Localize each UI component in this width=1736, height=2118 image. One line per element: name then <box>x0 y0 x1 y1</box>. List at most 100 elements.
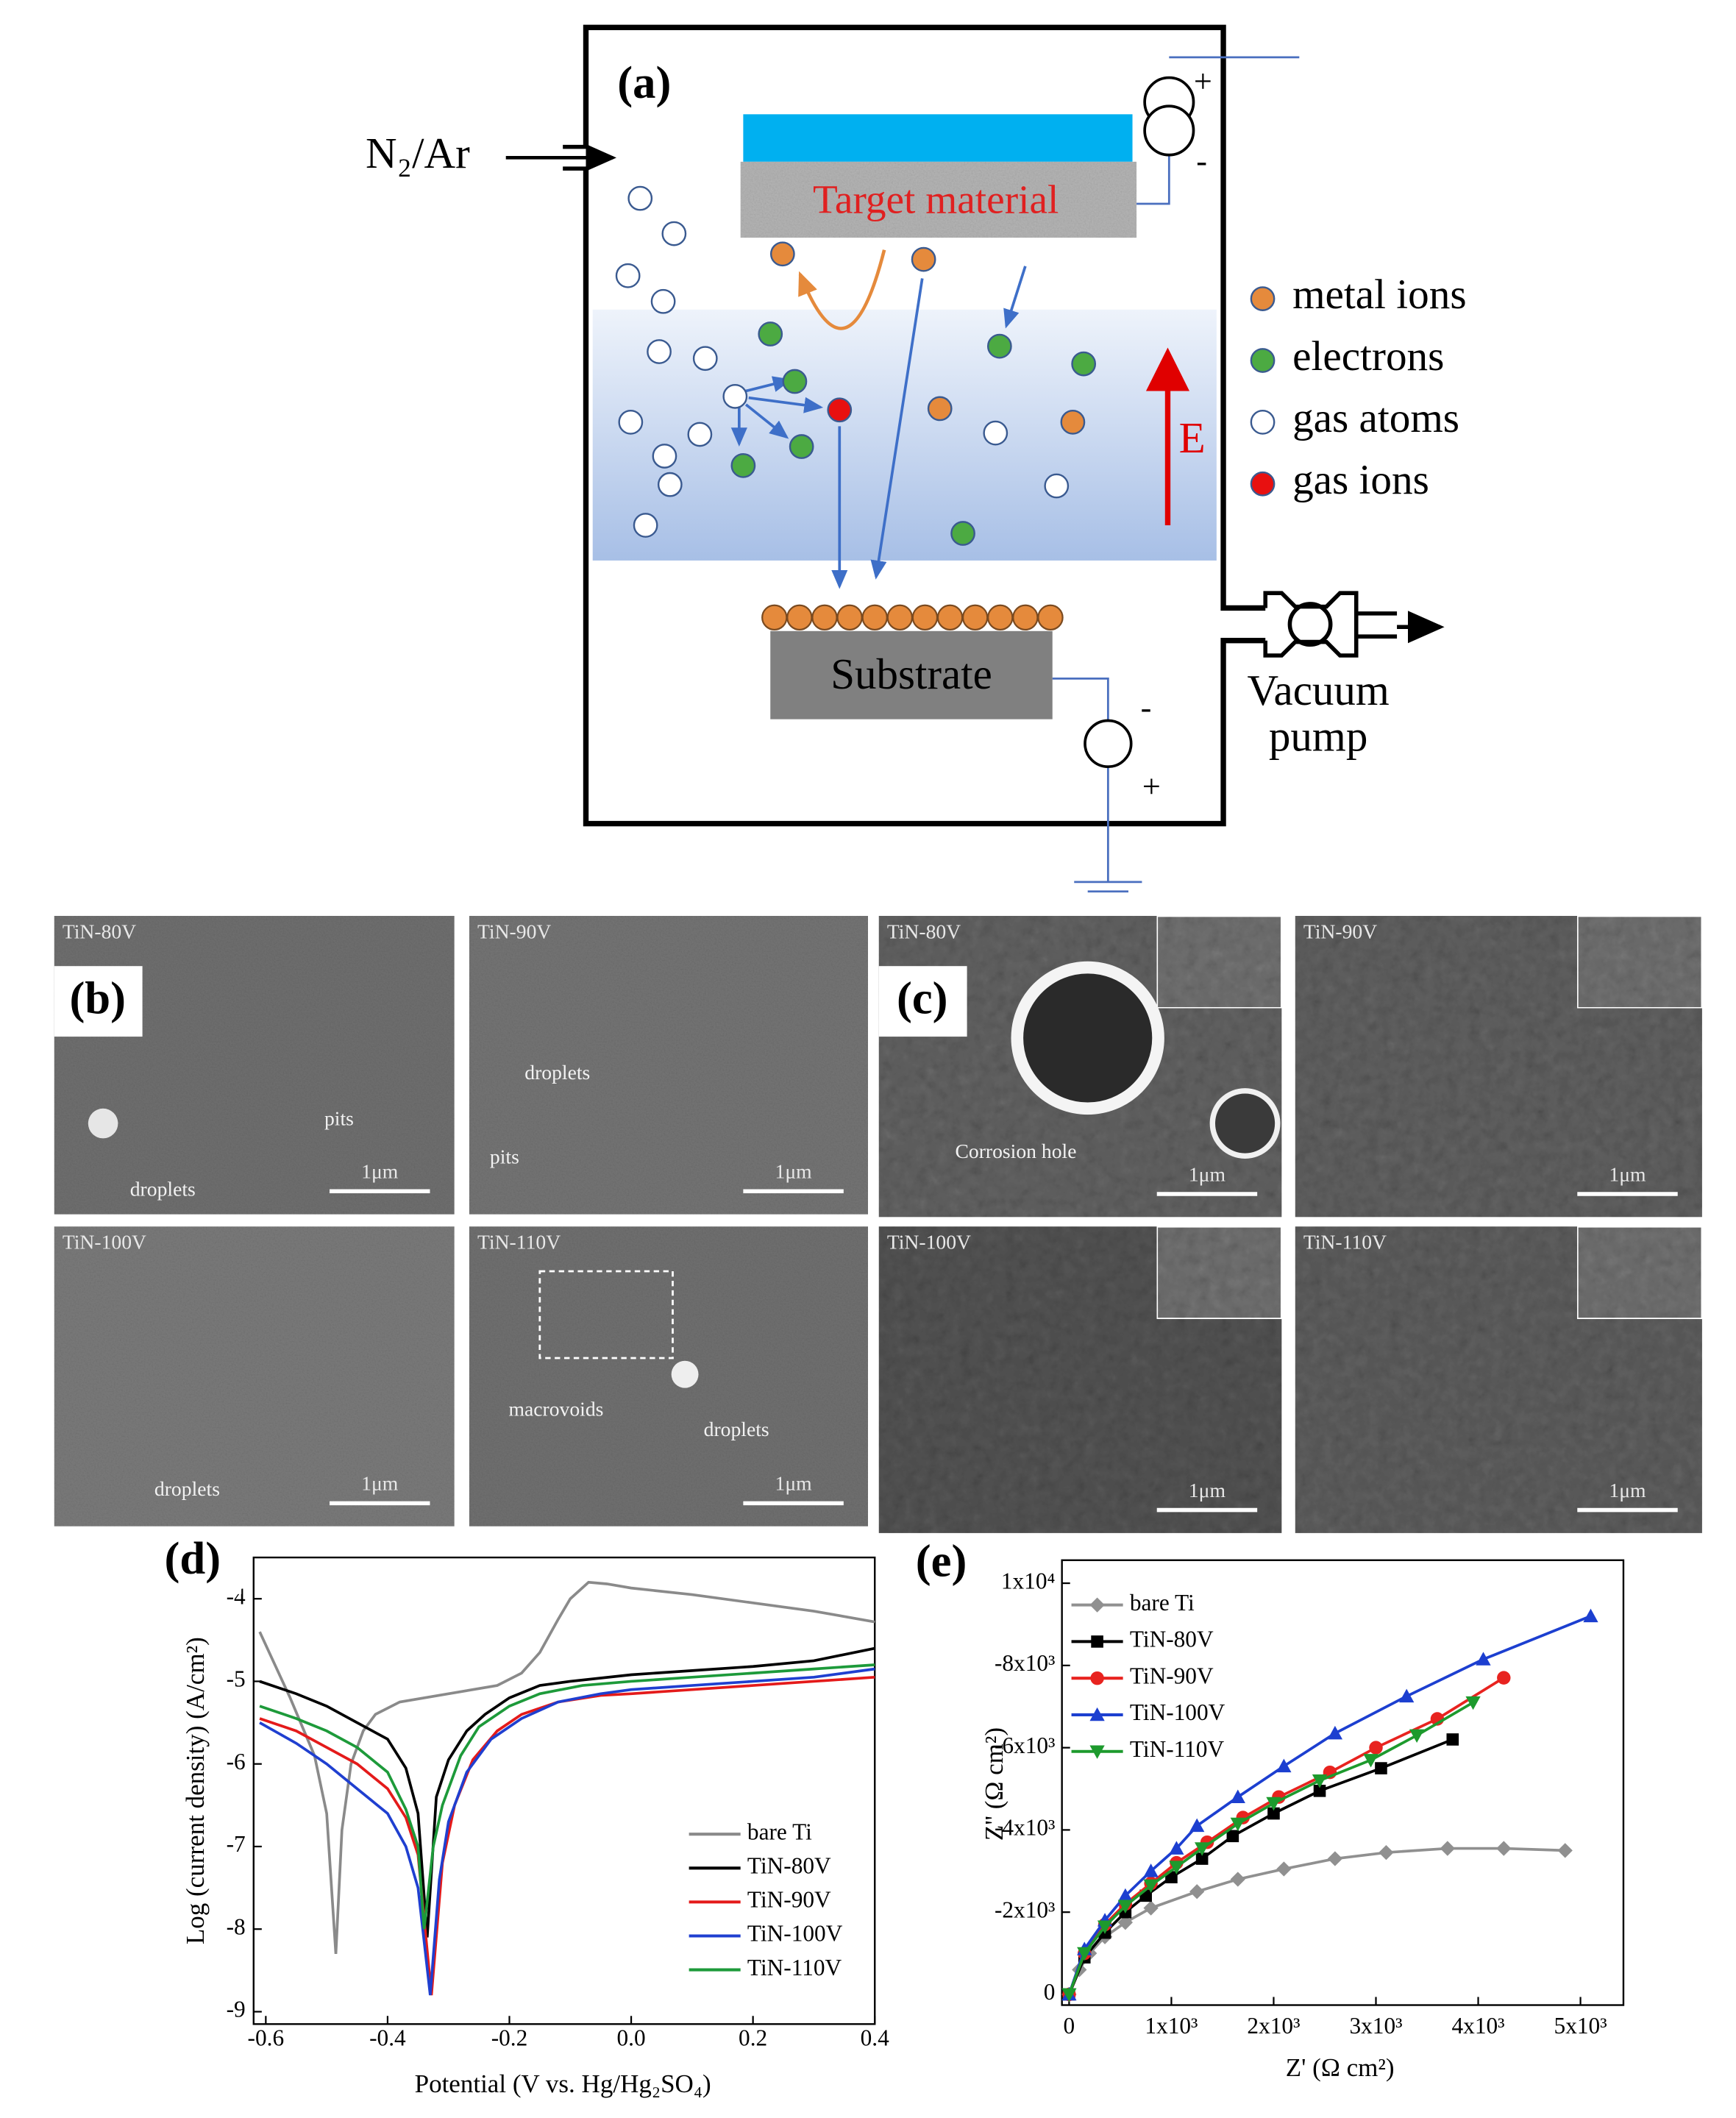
legend-label: TiN-90V <box>747 1887 831 1913</box>
series-line <box>259 1663 875 1930</box>
particle <box>986 333 1012 359</box>
x-axis-label: Z' (Ω cm²) <box>1286 2053 1395 2082</box>
marker <box>1143 1900 1159 1916</box>
deposit <box>1012 604 1039 631</box>
polarity: - <box>1196 143 1207 180</box>
particles <box>615 185 1097 631</box>
marker <box>1194 1842 1210 1856</box>
x-axis-label: Potential (V vs. Hg/Hg₂SO₄) <box>415 2069 711 2098</box>
annotation: droplets <box>704 1418 769 1440</box>
substrate-label: Substrate <box>830 650 992 698</box>
target <box>740 161 1137 238</box>
plot-frame <box>252 1556 876 2025</box>
polarity: + <box>1142 769 1161 805</box>
deposit <box>1037 604 1064 631</box>
particle <box>1071 351 1097 377</box>
marker <box>1276 1861 1292 1877</box>
sem-name: TiN-80V <box>63 920 136 942</box>
legend-label: electrons <box>1292 333 1444 380</box>
particle <box>661 221 687 246</box>
x-tick-label: 2x10³ <box>1247 2013 1300 2039</box>
marker <box>1230 1872 1245 1887</box>
scale-label: 1μm <box>1189 1479 1226 1502</box>
particle <box>650 288 676 314</box>
y-axis-label: Z'' (Ω cm²) <box>980 1727 1008 1841</box>
particle <box>730 452 756 478</box>
scale-label: 1μm <box>361 1160 399 1183</box>
marker <box>1117 1888 1133 1902</box>
marker <box>1143 1863 1159 1877</box>
sem-panels: TiN-80V 1μm pits droplets TiN-90V 1μm droplets… <box>54 914 1704 1533</box>
marker <box>1089 1707 1105 1721</box>
x-tick-label: -0.6 <box>248 2025 285 2051</box>
marker <box>1097 1920 1113 1934</box>
legend-marker <box>1250 348 1276 373</box>
y-tick-label: -6 <box>227 1749 246 1774</box>
x-tick-label: -0.2 <box>491 2025 528 2051</box>
sem-name: TiN-110V <box>477 1231 561 1254</box>
scale-label: 1μm <box>1609 1162 1646 1185</box>
y-tick-label: -2x10³ <box>995 1897 1055 1922</box>
sem-name: TiN-100V <box>63 1231 146 1254</box>
marker <box>1327 1851 1343 1866</box>
particle <box>618 409 644 435</box>
panel-label: (e) <box>916 1535 967 1587</box>
marker <box>1143 1879 1159 1894</box>
x-tick-label: 3x10³ <box>1349 2013 1402 2039</box>
annotation: droplets <box>154 1477 220 1500</box>
legend-label: TiN-80V <box>1130 1627 1214 1652</box>
inset <box>1576 914 1704 1009</box>
sem-image <box>469 1226 868 1527</box>
deposit <box>861 604 888 631</box>
y-tick-label: 1x10⁴ <box>1001 1568 1056 1593</box>
feature <box>1011 961 1164 1115</box>
marker <box>1312 1774 1328 1788</box>
marker <box>1077 1947 1092 1961</box>
annotation: Corrosion hole <box>955 1140 1076 1162</box>
y-tick-label: -6x10³ <box>995 1733 1055 1758</box>
marker <box>1169 1861 1184 1874</box>
sem-name: TiN-100V <box>887 1231 971 1254</box>
marker <box>1117 1915 1133 1930</box>
panel-a: N₂/Ar (a) Target material + - E Substrat… <box>366 24 1467 893</box>
x-tick-label: 0.0 <box>616 2025 645 2051</box>
marker <box>1409 1729 1425 1744</box>
annotation: macrovoids <box>508 1397 603 1420</box>
x-tick-label: 0.4 <box>861 2025 889 2051</box>
marker <box>1061 1988 1077 2002</box>
inset <box>1156 914 1283 1009</box>
particle <box>950 521 975 546</box>
marker <box>1230 1817 1245 1832</box>
inset <box>1156 1225 1283 1320</box>
pump <box>1263 593 1440 655</box>
particle <box>615 263 641 288</box>
label-box <box>897 1534 985 1597</box>
marker <box>1267 1807 1280 1820</box>
panel-label: (d) <box>165 1532 221 1584</box>
wire <box>1052 677 1142 893</box>
marker <box>1497 1671 1511 1685</box>
y-tick-label: -9 <box>227 1997 246 2022</box>
particle <box>657 472 683 497</box>
legend-label: bare Ti <box>1130 1590 1195 1616</box>
panel-label: (b) <box>69 972 126 1023</box>
panel-label: (a) <box>617 57 671 108</box>
deposit <box>761 604 788 631</box>
deposit <box>911 604 939 631</box>
marker <box>1476 1652 1491 1666</box>
x-tick-label: 5x10³ <box>1554 2013 1607 2039</box>
marker <box>1230 1789 1245 1803</box>
scale-label: 1μm <box>361 1472 399 1495</box>
particle <box>627 185 653 211</box>
marker <box>1446 1733 1459 1746</box>
legend-label: TiN-110V <box>1130 1736 1225 1762</box>
marker <box>1226 1830 1239 1843</box>
legend-label: TiN-100V <box>1130 1699 1225 1725</box>
marker <box>1276 1758 1292 1773</box>
marker <box>1369 1741 1383 1755</box>
legend-label: TiN-80V <box>747 1852 831 1878</box>
field-label: E <box>1179 413 1206 462</box>
source <box>1143 104 1195 157</box>
particle <box>652 444 677 469</box>
